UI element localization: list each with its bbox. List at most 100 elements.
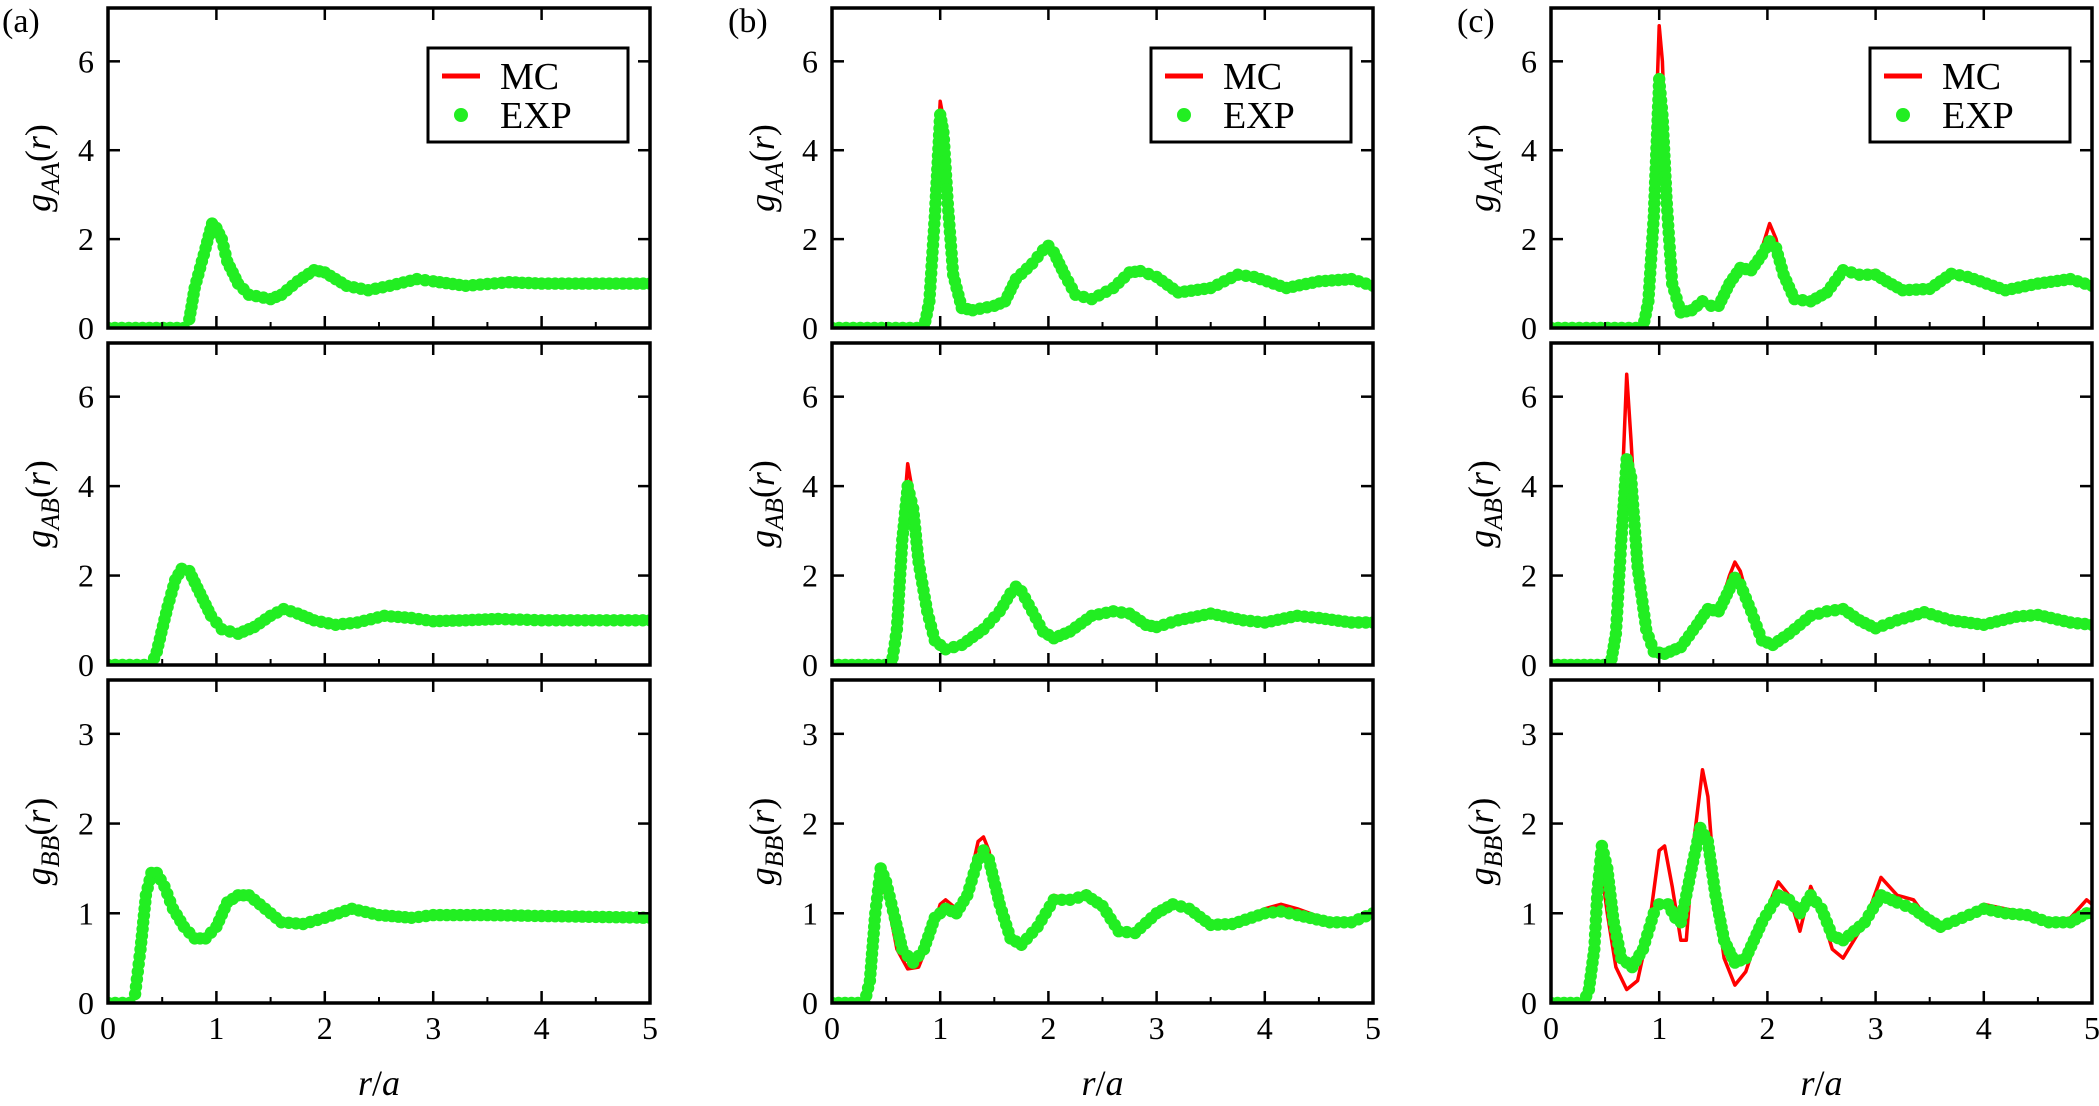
exp-point: [971, 853, 985, 866]
ylabel-arg: (: [18, 150, 58, 162]
x-tick-label: 0: [100, 1010, 116, 1046]
ylabel-r: r: [18, 471, 58, 486]
legend-exp-swatch: [454, 108, 468, 122]
exp-points-c-aa: [1551, 72, 2092, 328]
legend-box: [1868, 46, 2072, 144]
y-tick-label: 6: [78, 379, 94, 415]
exp-points-c-ab: [1551, 453, 2092, 665]
ylabel-close: ): [1461, 460, 1501, 472]
plot-frame-a-bb: [106, 678, 652, 1005]
x-tick-label: 2: [317, 1010, 333, 1046]
ylabel-subscript: AB: [1479, 498, 1508, 532]
legend-exp-swatch: [1896, 108, 1910, 122]
x-axis-title-c-bb: r/a: [1800, 1063, 1842, 1103]
xlabel-r: r: [1800, 1063, 1815, 1103]
legend-exp-swatch: [1177, 108, 1191, 122]
y-axis-title-b-aa: gAA(r): [742, 124, 789, 212]
x-tick-label: 1: [1651, 1010, 1667, 1046]
legend-box: [426, 46, 630, 144]
ylabel-g: g: [742, 194, 782, 212]
mc-line-b-bb: [832, 835, 1373, 1003]
y-tick-label: 2: [1521, 558, 1537, 594]
legend-box: [1149, 46, 1353, 144]
ylabel-subscript: AA: [1479, 162, 1508, 196]
ylabel-g: g: [1461, 530, 1501, 548]
x-tick-label: 3: [1868, 1010, 1884, 1046]
x-tick-label: 4: [1976, 1010, 1992, 1046]
xlabel-r: r: [358, 1063, 373, 1103]
y-tick-label: 0: [1521, 647, 1537, 683]
ylabel-r: r: [742, 809, 782, 824]
exp-point: [1647, 907, 1661, 920]
x-tick-label: 5: [2084, 1010, 2099, 1046]
x-tick-label: 4: [534, 1010, 550, 1046]
y-tick-label: 4: [802, 468, 818, 504]
panel-label-b: (b): [728, 3, 768, 40]
y-tick-label: 0: [802, 647, 818, 683]
y-tick-label: 2: [78, 558, 94, 594]
ylabel-g: g: [18, 530, 58, 548]
y-tick-label: 2: [1521, 806, 1537, 842]
y-axis-title-a-ab: gAB(r): [18, 460, 65, 548]
y-tick-label: 1: [78, 895, 94, 931]
x-tick-label: 2: [1040, 1010, 1056, 1046]
xlabel-r: r: [1081, 1063, 1096, 1103]
ylabel-r: r: [742, 135, 782, 150]
y-tick-label: 2: [802, 558, 818, 594]
x-tick-label: 5: [1365, 1010, 1381, 1046]
ylabel-g: g: [742, 867, 782, 885]
panel-label-b-text: (b): [728, 3, 768, 40]
plot-frame-c-bb: [1549, 678, 2094, 1005]
exp-points-a-ab: [108, 562, 650, 665]
ylabel-r: r: [18, 135, 58, 150]
panel-label-c: (c): [1457, 3, 1495, 40]
y-tick-label: 4: [1521, 468, 1537, 504]
subplot-a-ab: 0 2 4 6 gAB(r): [18, 341, 652, 683]
y-tick-label: 4: [802, 132, 818, 168]
y-tick-label: 6: [1521, 43, 1537, 79]
y-tick-label: 6: [78, 43, 94, 79]
exp-point: [977, 844, 990, 857]
y-axis-title-b-bb: gBB(r): [742, 798, 789, 886]
ylabel-close: ): [742, 798, 782, 810]
y-tick-label: 4: [78, 132, 94, 168]
xlabel-a: a: [1106, 1063, 1124, 1103]
exp-points-b-bb: [832, 844, 1373, 1003]
y-tick-label: 0: [78, 985, 94, 1021]
ylabel-g: g: [18, 867, 58, 885]
ylabel-close: ): [1461, 798, 1501, 810]
panel-label-c-text: (c): [1457, 3, 1495, 40]
subplot-c-ab: 0 2 4 6 gAB(r): [1461, 341, 2094, 683]
ylabel-g: g: [1461, 194, 1501, 212]
ylabel-arg: (: [742, 486, 782, 498]
y-axis-title-c-aa: gAA(r): [1461, 124, 1508, 212]
x-tick-label: 0: [1543, 1010, 1559, 1046]
y-tick-label: 2: [802, 221, 818, 257]
ylabel-arg: (: [742, 824, 782, 836]
x-tick-label: 1: [208, 1010, 224, 1046]
exp-points-b-ab: [832, 479, 1373, 665]
x-tick-label: 3: [1149, 1010, 1165, 1046]
x-axis-title-a-bb: r/a: [358, 1063, 400, 1103]
y-tick-label: 2: [78, 806, 94, 842]
legend-mc-label: MC: [1223, 56, 1282, 98]
xlabel-a: a: [1825, 1063, 1843, 1103]
x-tick-label: 3: [425, 1010, 441, 1046]
ylabel-subscript: AA: [760, 162, 789, 196]
y-tick-label: 0: [802, 310, 818, 346]
y-tick-label: 0: [78, 647, 94, 683]
ylabel-subscript: BB: [36, 836, 65, 868]
x-tick-label: 0: [824, 1010, 840, 1046]
legend-exp-label: EXP: [500, 95, 572, 137]
y-tick-label: 0: [802, 985, 818, 1021]
ylabel-r: r: [742, 471, 782, 486]
ylabel-close: ): [18, 798, 58, 810]
ylabel-arg: (: [18, 824, 58, 836]
exp-points-a-aa: [108, 217, 650, 328]
